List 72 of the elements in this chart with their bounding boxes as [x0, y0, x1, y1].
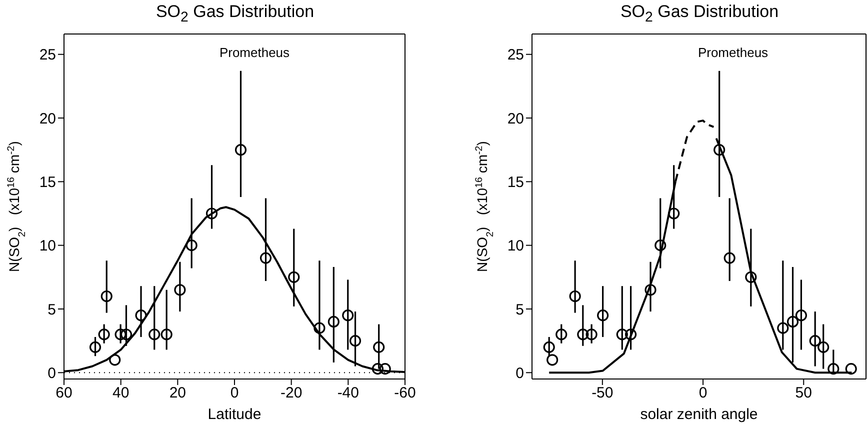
x-tick-label: 0: [698, 384, 708, 402]
point: [260, 252, 272, 264]
y-tick-label: 25: [507, 46, 524, 64]
point: [160, 328, 172, 340]
x-tick-label: -20: [280, 384, 302, 402]
point: [577, 328, 589, 340]
point: [809, 335, 821, 347]
point: [845, 363, 857, 375]
point: [777, 322, 789, 334]
point: [98, 328, 110, 340]
point: [556, 328, 568, 340]
x-tick-label: -50: [592, 384, 614, 402]
y-tick-label: 0: [516, 364, 524, 382]
point: [342, 310, 354, 322]
x-tick-label: 60: [56, 384, 72, 402]
point: [379, 363, 391, 375]
chart-title: SO$_{2}$ Gas Distribution: [154, 2, 316, 26]
point: [174, 284, 186, 296]
x-tick-label: 20: [169, 384, 186, 402]
point: [668, 208, 680, 220]
point: [89, 341, 102, 353]
x-axis-title: Latitude: [208, 406, 262, 423]
point: [206, 208, 218, 220]
point: [597, 310, 609, 322]
point: [114, 328, 126, 340]
y-tick-label: 25: [39, 46, 56, 64]
x-axis-title: solar zenith angle: [640, 406, 758, 423]
point: [314, 322, 326, 334]
y-tick-label: 10: [39, 238, 56, 255]
point: [786, 316, 799, 328]
point: [818, 341, 830, 353]
point: [546, 354, 558, 366]
y-tick-label: 15: [39, 174, 56, 191]
point: [328, 316, 340, 328]
y-tick-label: 10: [507, 238, 524, 255]
point: [644, 284, 656, 296]
point: [288, 271, 300, 283]
x-tick-label: 40: [112, 384, 130, 402]
point: [373, 341, 385, 353]
point: [745, 271, 757, 283]
y-tick-label: 20: [507, 110, 524, 128]
annotation: Prometheus: [218, 45, 291, 60]
y-tick-label: 15: [507, 174, 524, 191]
point: [586, 328, 598, 340]
point: [654, 240, 666, 252]
point: [624, 328, 637, 340]
point: [372, 363, 384, 375]
point: [349, 335, 362, 347]
point: [714, 144, 726, 156]
point: [616, 328, 628, 340]
point: [795, 310, 808, 322]
point: [100, 290, 112, 302]
annotation: Prometheus: [696, 45, 770, 60]
y-tick-label: 0: [48, 364, 56, 382]
point: [569, 290, 581, 302]
x-tick-label: -40: [337, 384, 360, 402]
x-tick-label: -60: [394, 384, 416, 402]
point: [186, 240, 198, 252]
point: [109, 354, 121, 366]
point: [828, 363, 840, 375]
chart-title: SO$_{2}$ Gas Distribution: [619, 2, 780, 26]
y-tick-label: 5: [516, 301, 524, 318]
point: [120, 328, 132, 340]
point: [724, 252, 736, 264]
x-tick-label: 0: [230, 384, 239, 402]
point: [148, 328, 160, 340]
point: [543, 341, 555, 353]
y-tick-label: 5: [48, 301, 56, 318]
y-tick-label: 20: [39, 110, 56, 128]
point: [234, 144, 247, 156]
point: [135, 310, 147, 322]
x-tick-label: 50: [795, 384, 812, 402]
